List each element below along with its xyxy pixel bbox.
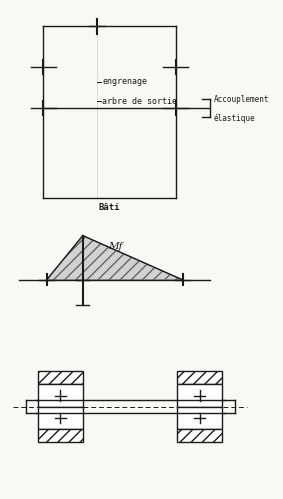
Bar bbox=[38, 429, 83, 442]
Bar bbox=[38, 371, 83, 384]
Bar bbox=[38, 407, 83, 429]
Text: Mf: Mf bbox=[108, 242, 123, 251]
Text: Bâti: Bâti bbox=[99, 204, 120, 213]
Text: Accouplement: Accouplement bbox=[214, 95, 269, 104]
Text: engrenage: engrenage bbox=[102, 77, 147, 86]
Bar bbox=[38, 384, 83, 407]
Bar bbox=[177, 407, 222, 429]
Text: élastique: élastique bbox=[214, 113, 256, 123]
Bar bbox=[177, 384, 222, 407]
Text: arbre de sortie: arbre de sortie bbox=[102, 96, 177, 105]
Bar bbox=[177, 429, 222, 442]
Bar bbox=[177, 371, 222, 384]
